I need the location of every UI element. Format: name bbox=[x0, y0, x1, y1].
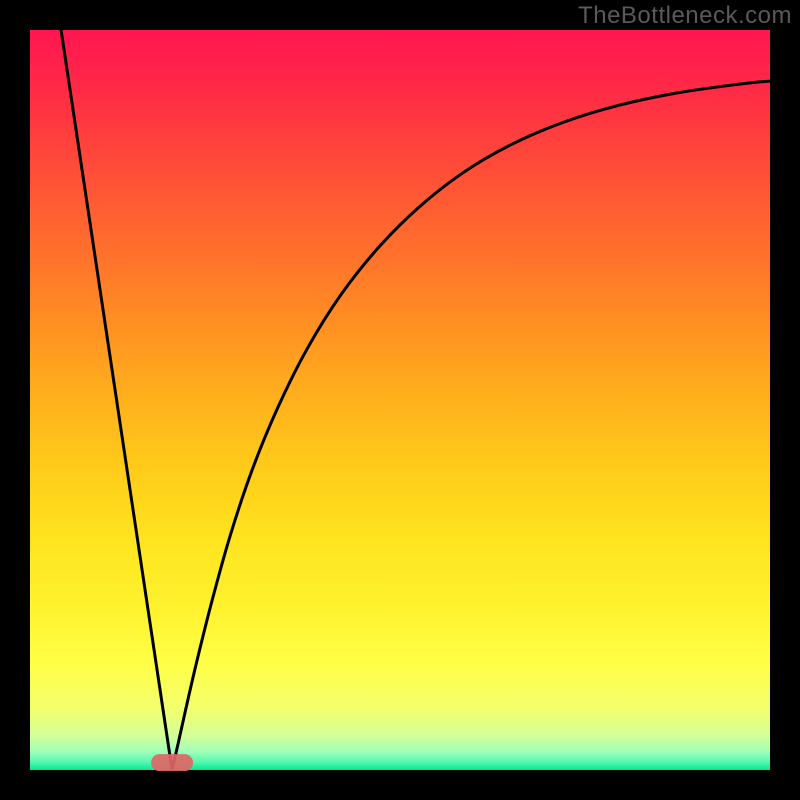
sweet-spot-marker bbox=[151, 754, 193, 771]
watermark-text: TheBottleneck.com bbox=[578, 2, 792, 30]
plot-background bbox=[30, 30, 770, 770]
chart-svg bbox=[0, 0, 800, 800]
bottleneck-chart: TheBottleneck.com bbox=[0, 0, 800, 800]
